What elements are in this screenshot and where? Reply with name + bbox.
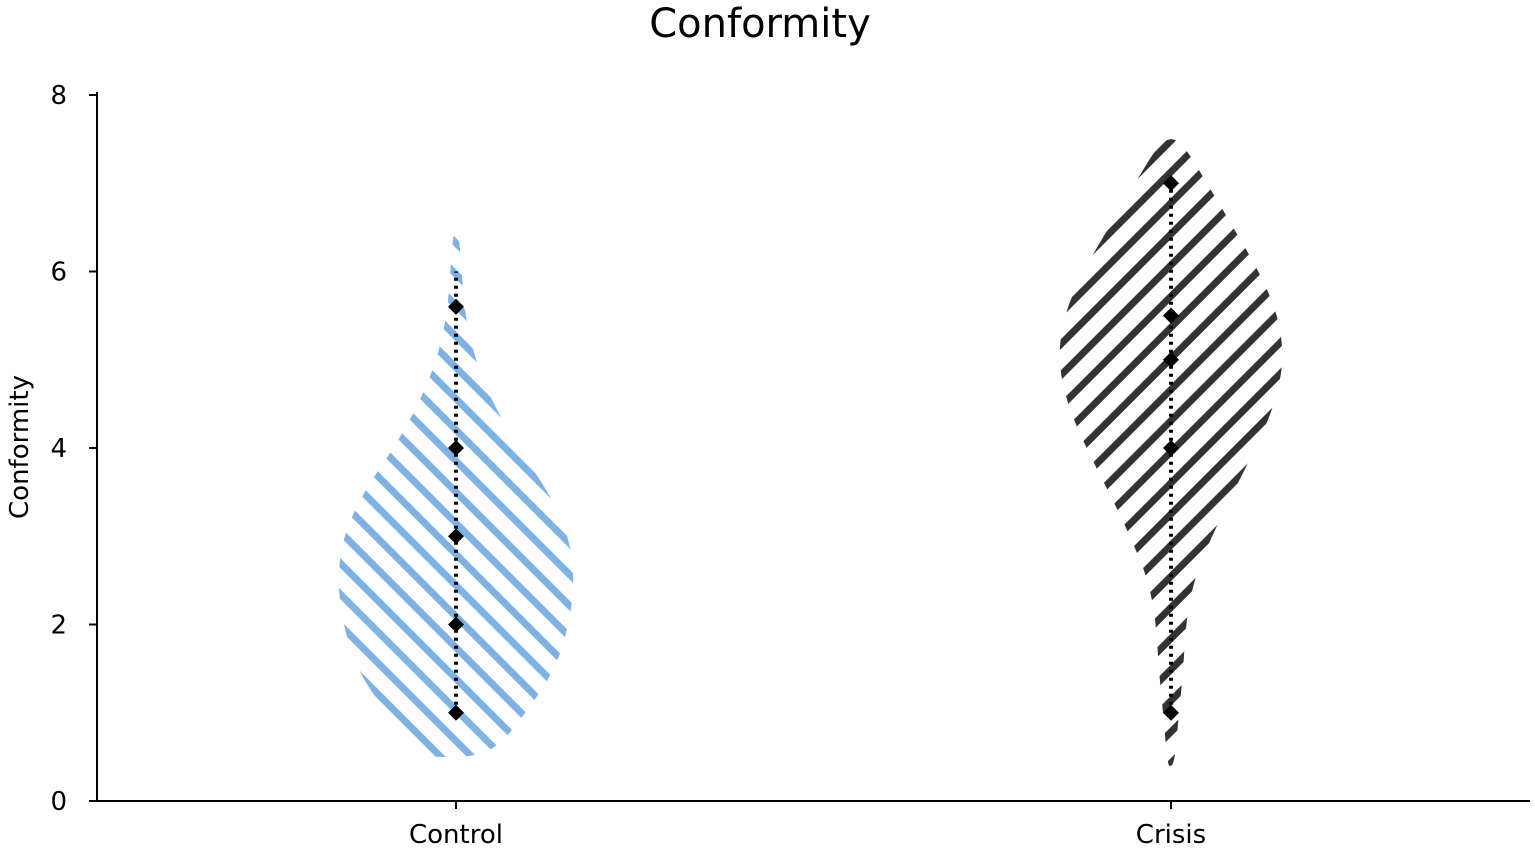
- y-axis-label: Conformity: [5, 375, 35, 519]
- x-tick-label-control: Control: [409, 820, 503, 850]
- data-point-crisis: [1163, 704, 1179, 721]
- y-tick-label: 4: [50, 434, 67, 464]
- data-point-crisis: [1163, 440, 1179, 456]
- y-tick-label: 2: [50, 611, 67, 641]
- y-tick-label: 0: [50, 787, 67, 817]
- data-point-control: [448, 298, 464, 315]
- y-tick-label: 6: [50, 258, 67, 288]
- x-tick-label-crisis: Crisis: [1136, 820, 1206, 850]
- violin-control: [338, 227, 574, 757]
- data-point-control: [448, 616, 464, 633]
- data-point-control: [448, 528, 464, 545]
- chart-title: Conformity: [649, 1, 870, 47]
- y-tick-label: 8: [50, 81, 67, 111]
- data-point-crisis: [1163, 307, 1179, 324]
- data-point-control: [448, 440, 464, 456]
- data-point-crisis: [1163, 351, 1179, 368]
- data-point-control: [448, 704, 464, 721]
- data-point-crisis: [1163, 175, 1179, 192]
